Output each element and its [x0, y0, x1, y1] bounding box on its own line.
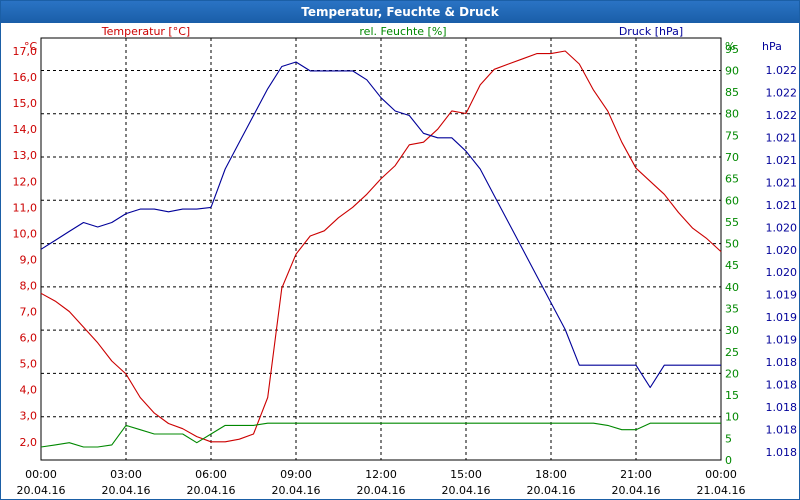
left-tick-label: 2,0	[20, 436, 38, 449]
middle-tick-label: 30	[725, 324, 739, 337]
middle-tick-label: 80	[725, 108, 739, 121]
left-tick-label: 11,0	[13, 201, 38, 214]
x-axis-ticks: 00:00 20.04.16 03:00 20.04.16 06:00 20.04.16 0…	[17, 468, 746, 497]
right-tick-label: 1.022	[766, 64, 798, 77]
left-tick-label: 15,0	[13, 97, 38, 110]
x-tick-time: 09:00	[280, 468, 312, 481]
right-tick-label: 1.021	[766, 154, 798, 167]
x-tick-date: 20.04.16	[442, 484, 491, 497]
x-tick-time: 00:00	[705, 468, 737, 481]
x-tick-date: 20.04.16	[102, 484, 151, 497]
middle-tick-label: 25	[725, 346, 739, 359]
right-tick-label: 1.022	[766, 86, 798, 99]
middle-tick-label: 55	[725, 216, 739, 229]
left-axis-ticks: 17,0 16,0 15,0 14,0 13,0 12,0 11,0 10,0 9,0 8,0 7,…	[13, 45, 38, 449]
x-tick-date: 20.04.16	[187, 484, 236, 497]
middle-tick-label: 45	[725, 259, 739, 272]
middle-tick-label: 50	[725, 238, 739, 251]
left-axis-title: Temperatur [°C]	[101, 25, 190, 38]
left-tick-label: 7,0	[20, 306, 38, 319]
x-tick-time: 03:00	[110, 468, 142, 481]
left-tick-label: 9,0	[20, 253, 38, 266]
x-tick-date: 20.04.16	[272, 484, 321, 497]
x-tick-time: 06:00	[195, 468, 227, 481]
right-tick-label: 1.021	[766, 131, 798, 144]
middle-tick-label: 15	[725, 389, 739, 402]
right-tick-label: 1.020	[766, 266, 798, 279]
right-axis-title: Druck [hPa]	[619, 25, 683, 38]
series-line-middle	[40, 422, 721, 448]
middle-tick-label: 5	[725, 432, 732, 445]
middle-tick-label: 70	[725, 151, 739, 164]
x-tick-date: 21.04.16	[697, 484, 746, 497]
x-tick-time: 12:00	[365, 468, 397, 481]
middle-tick-label: 10	[725, 411, 739, 424]
x-tick-date: 20.04.16	[17, 484, 66, 497]
grid	[41, 38, 721, 460]
x-tick-time: 18:00	[535, 468, 567, 481]
left-tick-label: 12,0	[13, 175, 38, 188]
right-tick-label: 1.020	[766, 244, 798, 257]
middle-tick-label: 95	[725, 43, 739, 56]
right-tick-label: 1.018	[766, 379, 798, 392]
left-tick-label: 5,0	[20, 358, 38, 371]
right-tick-label: 1.018	[766, 424, 798, 437]
left-axis-unit: °C	[24, 40, 38, 53]
right-tick-label: 1.018	[766, 401, 798, 414]
middle-tick-label: 75	[725, 129, 739, 142]
x-tick-date: 20.04.16	[527, 484, 576, 497]
window-title: Temperatur, Feuchte & Druck	[1, 1, 799, 23]
middle-tick-label: 85	[725, 86, 739, 99]
x-tick-time: 15:00	[450, 468, 482, 481]
x-tick-date: 20.04.16	[612, 484, 661, 497]
x-tick-date: 20.04.16	[357, 484, 406, 497]
left-tick-label: 6,0	[20, 332, 38, 345]
series-layer	[40, 50, 722, 448]
middle-axis-unit: %	[725, 40, 735, 53]
right-tick-label: 1.018	[766, 356, 798, 369]
x-tick-time: 21:00	[620, 468, 652, 481]
right-tick-label: 1.021	[766, 176, 798, 189]
axis-labels: Temperatur [°C] rel. Feuchte [%] Druck […	[24, 25, 782, 53]
series-line-right	[40, 61, 721, 389]
right-tick-label: 1.019	[766, 289, 798, 302]
middle-tick-label: 60	[725, 194, 739, 207]
middle-tick-label: 40	[725, 281, 739, 294]
middle-tick-label: 20	[725, 367, 739, 380]
left-tick-label: 14,0	[13, 123, 38, 136]
middle-tick-label: 0	[725, 454, 732, 467]
left-tick-label: 4,0	[20, 384, 38, 397]
left-tick-label: 10,0	[13, 227, 38, 240]
right-tick-label: 1.019	[766, 311, 798, 324]
left-tick-label: 16,0	[13, 71, 38, 84]
middle-tick-label: 35	[725, 303, 739, 316]
left-tick-label: 13,0	[13, 149, 38, 162]
right-axis-unit: hPa	[762, 40, 782, 53]
right-tick-label: 1.020	[766, 221, 798, 234]
x-tick-time: 00:00	[25, 468, 57, 481]
right-tick-label: 1.019	[766, 334, 798, 347]
middle-tick-label: 65	[725, 173, 739, 186]
right-axis-ticks: 1.022 1.022 1.022 1.021 1.021 1.021 1.021 1.020…	[766, 64, 798, 459]
middle-axis-title: rel. Feuchte [%]	[359, 25, 446, 38]
series-line-left	[40, 50, 722, 443]
right-tick-label: 1.022	[766, 109, 798, 122]
right-tick-label: 1.021	[766, 199, 798, 212]
left-tick-label: 17,0	[13, 45, 38, 58]
left-tick-label: 8,0	[20, 279, 38, 292]
right-tick-label: 1.018	[766, 446, 798, 459]
middle-tick-label: 90	[725, 64, 739, 77]
left-tick-label: 3,0	[20, 410, 38, 423]
